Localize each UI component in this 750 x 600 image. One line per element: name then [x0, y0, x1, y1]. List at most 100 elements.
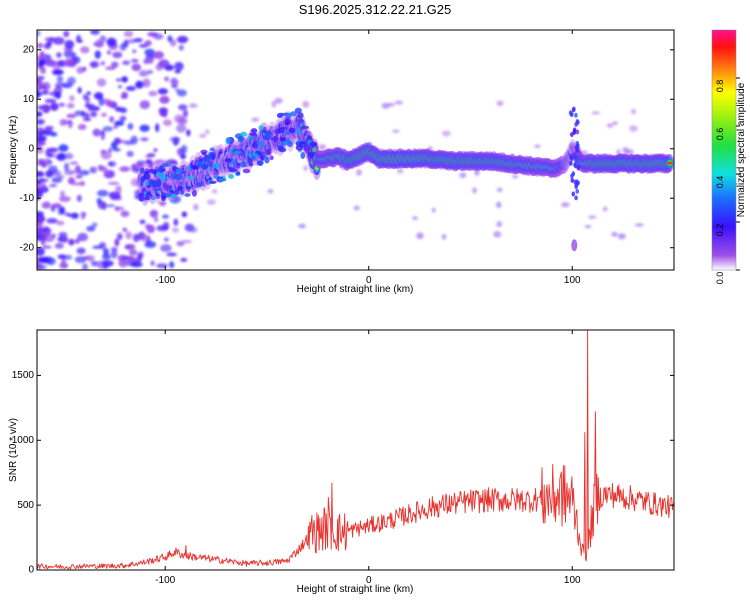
colorbar-tick-label: 0.2	[715, 224, 725, 237]
ridge-cell	[225, 137, 231, 144]
ridge-cell	[235, 171, 241, 176]
noise-blob	[459, 172, 467, 179]
noise-blob	[145, 159, 152, 164]
ridge-cell	[272, 135, 279, 143]
noise-blob	[146, 224, 156, 234]
noise-blob	[204, 129, 210, 135]
ridge-cell	[576, 180, 580, 186]
colorbar-tick-label: 0.8	[715, 80, 725, 93]
noise-blob	[58, 144, 69, 152]
ridge-cell	[191, 189, 197, 197]
noise-blob	[123, 30, 134, 38]
noise-blob	[41, 201, 51, 209]
ridge-cell	[266, 148, 272, 156]
noise-blob	[100, 151, 112, 160]
noise-blob	[139, 124, 150, 132]
noise-blob	[113, 124, 118, 130]
ridge-cell	[240, 161, 245, 168]
noise-blob	[38, 84, 47, 90]
ridge-cell	[576, 143, 580, 149]
noise-blob	[37, 131, 44, 140]
colorbar-label: Normalized spectral amplitude	[736, 82, 747, 217]
noise-blob	[591, 111, 601, 115]
noise-blob	[54, 242, 64, 249]
ridge-cell	[314, 166, 320, 171]
ridge-cell	[174, 189, 180, 195]
noise-blob	[122, 60, 131, 65]
noise-blob	[181, 211, 188, 218]
noise-blob	[69, 161, 79, 165]
ridge-cell	[570, 155, 574, 161]
ridge-cell	[138, 192, 144, 197]
noise-blob	[90, 61, 98, 68]
noise-blob	[136, 160, 147, 165]
noise-blob	[174, 69, 182, 74]
ridge-cell	[179, 190, 185, 195]
noise-blob	[149, 209, 159, 218]
noise-blob	[37, 214, 46, 223]
ridge-cell	[186, 185, 192, 190]
snr-ytick-label: 1000	[12, 435, 35, 446]
noise-blob	[173, 218, 179, 226]
noise-blob	[139, 100, 150, 110]
noise-blob	[169, 261, 175, 269]
ridge-cell	[300, 152, 306, 159]
noise-blob	[174, 61, 184, 71]
ridge-cell	[186, 183, 191, 187]
noise-blob	[101, 112, 107, 117]
noise-blob	[89, 166, 98, 174]
ridge-cell	[152, 170, 158, 175]
ridge-cell	[159, 174, 167, 181]
spectrogram-ytick-label: 0	[28, 143, 34, 154]
noise-blob	[157, 88, 169, 95]
ridge-cell	[144, 181, 150, 186]
noise-blob	[98, 97, 105, 106]
ridge-cell	[247, 158, 253, 164]
noise-blob	[193, 203, 199, 211]
snr-panel: 0 500 1000 1500 -100 0 100 Height of straight …	[8, 329, 675, 595]
ridge-cell	[161, 195, 166, 202]
ridge-cell	[153, 187, 162, 192]
ridge-cell	[303, 144, 311, 152]
noise-blob	[140, 234, 151, 242]
ridge-cell	[163, 193, 172, 198]
noise-blob	[158, 59, 170, 68]
noise-blob	[114, 106, 123, 112]
noise-blob	[163, 237, 169, 242]
noise-blob	[43, 234, 55, 243]
noise-blob	[110, 250, 118, 259]
noise-blob	[474, 169, 480, 176]
noise-blob	[137, 253, 143, 262]
noise-blob	[106, 37, 117, 47]
spectrogram-xlabel: Height of straight line (km)	[297, 284, 414, 295]
ridge-cell	[571, 191, 576, 197]
noise-blob	[74, 256, 87, 264]
ridge-cell	[282, 140, 288, 146]
ridge-cell	[201, 152, 207, 156]
snr-ylabel: SNR (10 * v/v)	[8, 418, 19, 482]
noise-blob	[126, 150, 134, 157]
noise-blob	[182, 109, 188, 118]
snr-frame	[36, 329, 675, 571]
ridge-cell	[240, 131, 247, 137]
noise-blob	[55, 40, 65, 45]
noise-blob	[271, 100, 277, 108]
ridge-cell	[237, 136, 245, 143]
noise-blob	[102, 253, 111, 260]
noise-blob	[66, 102, 75, 109]
noise-blob	[49, 170, 62, 177]
spectrogram-xtick-label: 0	[366, 275, 372, 286]
noise-blob	[56, 52, 62, 58]
noise-blob	[74, 165, 81, 174]
noise-blob	[394, 100, 404, 105]
noise-blob	[616, 149, 621, 156]
ridge-cell	[242, 168, 251, 174]
noise-blob	[37, 232, 42, 240]
noise-blob	[441, 130, 451, 137]
ridge-cell	[139, 167, 145, 174]
ridge-cell	[176, 174, 184, 181]
noise-blob	[64, 254, 73, 260]
ridge-cell	[264, 131, 273, 137]
noise-blob	[318, 144, 327, 150]
